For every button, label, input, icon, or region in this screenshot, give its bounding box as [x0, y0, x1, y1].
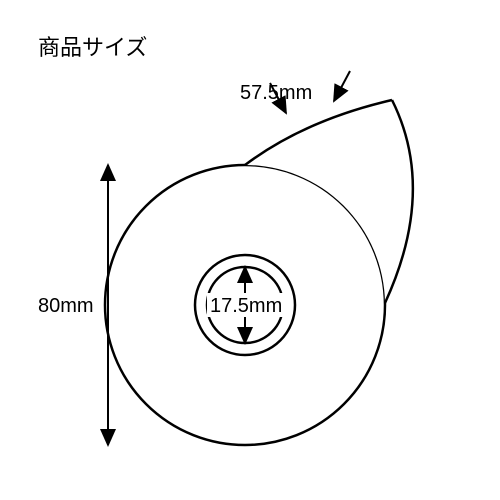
- page-title: 商品サイズ: [38, 30, 147, 62]
- dimension-inner-label: 17.5mm: [210, 295, 282, 318]
- dimension-width-label: 57.5mm: [240, 82, 312, 105]
- dimension-height-label: 80mm: [38, 295, 94, 318]
